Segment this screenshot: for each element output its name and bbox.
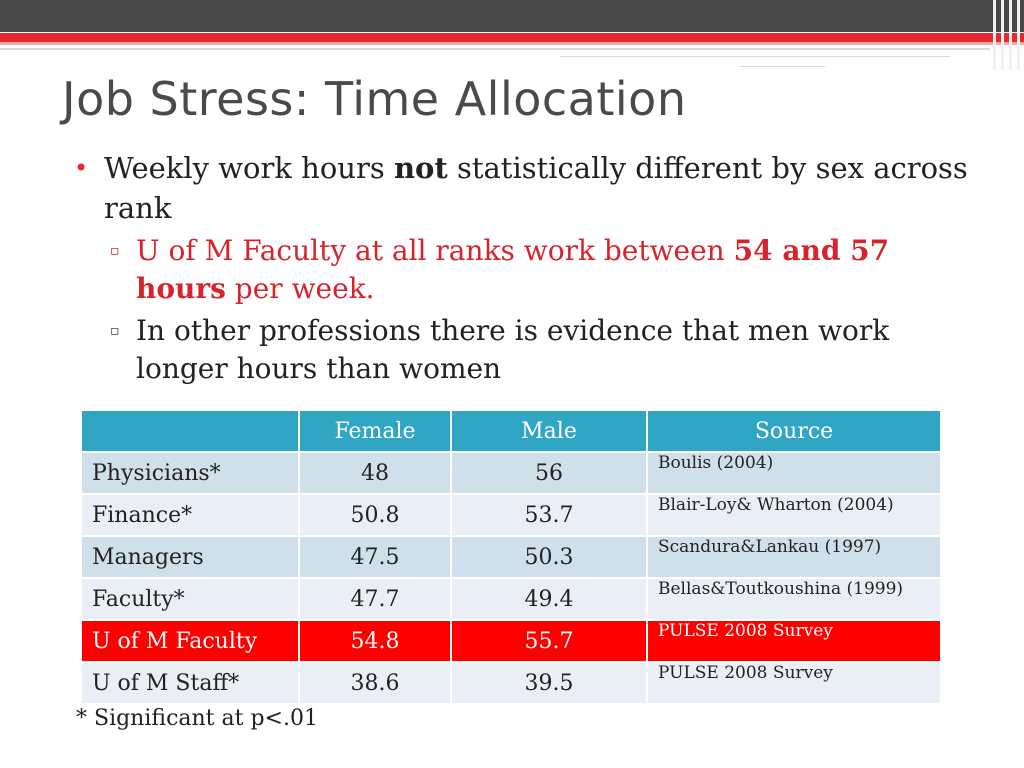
bullet-text: Weekly work hours	[104, 151, 394, 185]
cell-male: 56	[450, 451, 648, 495]
bullet-list: • Weekly work hours not statistically di…	[74, 148, 974, 388]
header-source: Source	[646, 409, 942, 453]
cell-group: Finance*	[80, 493, 300, 537]
cell-source: PULSE 2008 Survey	[646, 619, 942, 663]
bullet-text: statistically different by sex across ra…	[104, 151, 968, 225]
cell-female: 38.6	[298, 661, 452, 705]
cell-source: Blair-Loy& Wharton (2004)	[646, 493, 942, 537]
slide-title: Job Stress: Time Allocation	[62, 72, 687, 126]
sub-bullet-text: U of M Faculty at all ranks work between	[136, 234, 734, 267]
cell-female: 50.8	[298, 493, 452, 537]
table-row-highlighted: U of M Faculty 54.8 55.7 PULSE 2008 Surv…	[80, 619, 942, 663]
table-row: Managers 47.5 50.3 Scandura&Lankau (1997…	[80, 535, 942, 579]
cell-male: 53.7	[450, 493, 648, 537]
sub-bullet-emphasis: 54 and 57 hours	[136, 234, 890, 305]
cell-group: U of M Staff*	[80, 661, 300, 705]
bullet-icon: •	[74, 154, 89, 182]
table-row: Finance* 50.8 53.7 Blair-Loy& Wharton (2…	[80, 493, 942, 537]
sub-bullet-icon: ▫	[110, 243, 120, 259]
header-male: Male	[450, 409, 648, 453]
table-row: Faculty* 47.7 49.4 Bellas&Toutkoushina (…	[80, 577, 942, 621]
sub-bullet-item: ▫ In other professions there is evidence…	[74, 312, 974, 388]
table-row: Physicians* 48 56 Boulis (2004)	[80, 451, 942, 495]
cell-male: 49.4	[450, 577, 648, 621]
cell-female: 47.5	[298, 535, 452, 579]
bullet-item: • Weekly work hours not statistically di…	[74, 148, 974, 228]
divider-line	[0, 48, 990, 50]
sub-bullet-text: In other professions there is evidence t…	[136, 314, 890, 385]
cell-source: Boulis (2004)	[646, 451, 942, 495]
cell-group: U of M Faculty	[80, 619, 300, 663]
footnote: * Significant at p<.01	[76, 706, 318, 731]
table-header-row: Female Male Source	[80, 409, 942, 453]
header-female: Female	[298, 409, 452, 453]
cell-female: 47.7	[298, 577, 452, 621]
red-accent-underline	[0, 42, 1024, 45]
work-hours-table: Female Male Source Physicians* 48 56 Bou…	[80, 409, 942, 705]
cell-source: Bellas&Toutkoushina (1999)	[646, 577, 942, 621]
cell-male: 50.3	[450, 535, 648, 579]
cell-male: 39.5	[450, 661, 648, 705]
cell-female: 54.8	[298, 619, 452, 663]
divider-line	[740, 66, 825, 67]
cell-female: 48	[298, 451, 452, 495]
bullet-emphasis: not	[393, 151, 448, 185]
sub-bullet-item: ▫ U of M Faculty at all ranks work betwe…	[74, 232, 974, 308]
cell-source: PULSE 2008 Survey	[646, 661, 942, 705]
cell-group: Faculty*	[80, 577, 300, 621]
table-row: U of M Staff* 38.6 39.5 PULSE 2008 Surve…	[80, 661, 942, 705]
cell-source: Scandura&Lankau (1997)	[646, 535, 942, 579]
red-accent-bar	[0, 33, 1024, 42]
sub-bullet-text: per week.	[225, 272, 375, 305]
cell-group: Managers	[80, 535, 300, 579]
top-decorative-bar	[0, 0, 1024, 32]
header-empty	[80, 409, 300, 453]
cell-male: 55.7	[450, 619, 648, 663]
sub-bullet-icon: ▫	[110, 323, 120, 339]
corner-stripes	[990, 0, 1024, 70]
divider-line	[560, 56, 950, 57]
cell-group: Physicians*	[80, 451, 300, 495]
